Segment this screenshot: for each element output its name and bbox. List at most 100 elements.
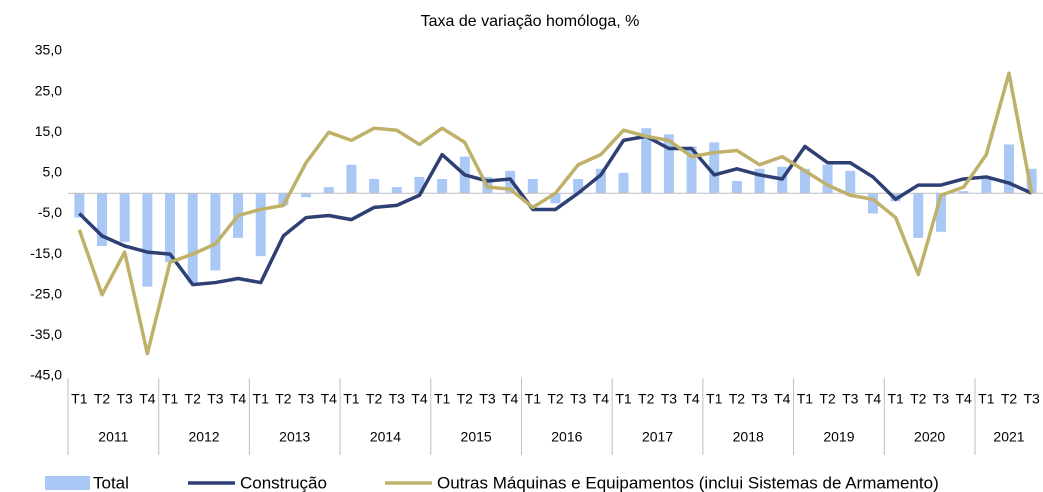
bar bbox=[731, 181, 742, 194]
x-tick-label: T3 bbox=[207, 391, 224, 407]
bar bbox=[641, 128, 652, 194]
x-tick-label: T2 bbox=[729, 391, 746, 407]
y-tick-label: 5,0 bbox=[43, 164, 63, 180]
x-tick-label: T1 bbox=[162, 391, 179, 407]
bar bbox=[550, 193, 561, 204]
bar bbox=[165, 193, 176, 263]
x-tick-label: T2 bbox=[638, 391, 655, 407]
y-tick-label: -35,0 bbox=[30, 326, 62, 342]
bar bbox=[119, 193, 130, 242]
y-tick-label: -25,0 bbox=[30, 285, 62, 301]
x-tick-label: T3 bbox=[661, 391, 678, 407]
bar bbox=[187, 193, 198, 283]
bar bbox=[618, 172, 629, 194]
x-tick-label: T4 bbox=[139, 391, 156, 407]
x-tick-label: T4 bbox=[955, 391, 972, 407]
bar bbox=[1004, 144, 1014, 194]
bar bbox=[913, 193, 924, 238]
y-tick-label: 25,0 bbox=[35, 82, 62, 98]
x-group-label: 2015 bbox=[461, 429, 492, 445]
bar bbox=[958, 191, 969, 194]
bar bbox=[686, 146, 697, 194]
x-tick-label: T3 bbox=[1023, 391, 1040, 407]
x-tick-label: T2 bbox=[275, 391, 292, 407]
bar bbox=[97, 193, 107, 246]
bar bbox=[981, 176, 992, 194]
y-tick-label: -45,0 bbox=[30, 367, 62, 383]
chart-title: Taxa de variação homóloga, % bbox=[421, 13, 640, 30]
x-tick-label: T4 bbox=[774, 391, 791, 407]
bar bbox=[1026, 168, 1037, 194]
bar bbox=[346, 164, 357, 194]
x-tick-label: T3 bbox=[842, 391, 859, 407]
x-group-label: 2014 bbox=[370, 429, 401, 445]
bar bbox=[573, 178, 584, 194]
x-group-label: 2018 bbox=[733, 429, 764, 445]
x-tick-label: T1 bbox=[434, 391, 451, 407]
bar bbox=[323, 187, 334, 194]
bar bbox=[527, 178, 538, 194]
line bbox=[77, 71, 1034, 356]
x-tick-label: T1 bbox=[887, 391, 904, 407]
x-tick-label: T4 bbox=[321, 391, 338, 407]
bar bbox=[845, 170, 856, 194]
legend-label: Outras Máquinas e Equipamentos (inclui S… bbox=[437, 473, 939, 492]
x-group-label: 2017 bbox=[642, 429, 673, 445]
y-tick-label: -5,0 bbox=[38, 204, 62, 220]
y-tick-label: -15,0 bbox=[30, 245, 62, 261]
x-group-label: 2020 bbox=[914, 429, 945, 445]
x-tick-label: T4 bbox=[502, 391, 519, 407]
x-tick-label: T4 bbox=[230, 391, 247, 407]
x-tick-label: T3 bbox=[389, 391, 406, 407]
bar bbox=[663, 134, 674, 194]
bar bbox=[210, 193, 221, 271]
x-group-label: 2011 bbox=[98, 429, 128, 445]
x-tick-label: T4 bbox=[865, 391, 882, 407]
y-tick-label: 35,0 bbox=[35, 42, 62, 58]
x-tick-label: T3 bbox=[751, 391, 768, 407]
x-group-label: 2013 bbox=[279, 429, 310, 445]
bar bbox=[74, 193, 85, 218]
x-tick-label: T2 bbox=[185, 391, 202, 407]
bar bbox=[142, 193, 153, 287]
bar bbox=[437, 178, 448, 194]
x-tick-label: T4 bbox=[411, 391, 428, 407]
x-tick-label: T3 bbox=[117, 391, 134, 407]
x-tick-label: T2 bbox=[457, 391, 474, 407]
x-tick-label: T2 bbox=[547, 391, 564, 407]
x-group-label: 2016 bbox=[551, 429, 582, 445]
x-tick-label: T1 bbox=[978, 391, 995, 407]
bar bbox=[391, 187, 402, 194]
y-tick-label: 15,0 bbox=[35, 123, 62, 139]
x-tick-label: T2 bbox=[819, 391, 836, 407]
x-group-label: 2012 bbox=[188, 429, 219, 445]
x-tick-label: T1 bbox=[797, 391, 814, 407]
x-tick-label: T1 bbox=[343, 391, 360, 407]
x-tick-label: T3 bbox=[570, 391, 587, 407]
x-tick-label: T1 bbox=[253, 391, 270, 407]
bar bbox=[799, 168, 810, 194]
bar bbox=[595, 168, 606, 194]
bar bbox=[935, 193, 946, 232]
x-tick-label: T1 bbox=[615, 391, 632, 407]
x-tick-label: T2 bbox=[1001, 391, 1018, 407]
x-tick-label: T2 bbox=[94, 391, 111, 407]
x-tick-label: T2 bbox=[910, 391, 927, 407]
legend-label: Total bbox=[93, 473, 129, 492]
x-tick-label: T1 bbox=[525, 391, 542, 407]
x-tick-label: T2 bbox=[366, 391, 383, 407]
x-tick-label: T1 bbox=[71, 391, 88, 407]
bar bbox=[414, 176, 425, 194]
x-group-label: 2021 bbox=[993, 429, 1024, 445]
x-group-label: 2019 bbox=[823, 429, 854, 445]
bar bbox=[278, 193, 289, 206]
x-tick-label: T4 bbox=[683, 391, 700, 407]
x-tick-label: T3 bbox=[298, 391, 315, 407]
bar bbox=[505, 170, 516, 194]
x-tick-label: T1 bbox=[706, 391, 723, 407]
bar bbox=[301, 193, 312, 198]
bar bbox=[822, 164, 833, 194]
bar bbox=[255, 193, 266, 257]
legend-swatch bbox=[45, 476, 90, 490]
